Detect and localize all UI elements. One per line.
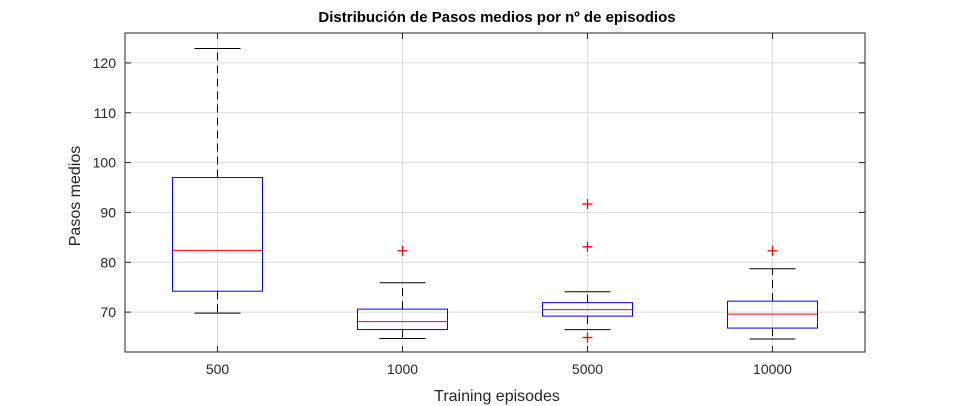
outlier-marker — [582, 241, 593, 252]
x-axis: 500 1000 5000 10000 — [206, 33, 792, 377]
outlier-marker — [582, 332, 593, 343]
y-tick-label: 80 — [100, 254, 116, 270]
box-5000 — [542, 198, 633, 343]
y-tick-label: 70 — [100, 304, 116, 320]
y-tick-label: 120 — [93, 55, 117, 71]
x-tick-label: 5000 — [572, 361, 603, 377]
y-axis-label: Pasos medios — [67, 146, 84, 247]
box-10000 — [727, 245, 818, 340]
plot-area — [124, 32, 866, 353]
y-tick-label: 90 — [100, 204, 116, 220]
outlier-marker — [397, 245, 408, 256]
chart-title: Distribución de Pasos medios por nº de e… — [318, 9, 675, 26]
boxes — [172, 47, 818, 343]
y-tick-label: 100 — [93, 155, 117, 171]
outlier-marker — [767, 245, 778, 256]
x-tick-label: 1000 — [387, 361, 418, 377]
y-tick-label: 110 — [94, 105, 117, 121]
grid — [125, 33, 865, 352]
box-500 — [172, 47, 263, 314]
y-axis: 70 80 90 100 110 120 — [93, 55, 865, 320]
x-axis-label: Training episodes — [434, 388, 560, 405]
box-iqr — [357, 308, 448, 331]
x-tick-label: 500 — [206, 361, 230, 377]
box-iqr — [172, 177, 263, 292]
box-1000 — [357, 245, 448, 340]
x-tick-label: 10000 — [753, 361, 792, 377]
outlier-marker — [582, 198, 593, 209]
